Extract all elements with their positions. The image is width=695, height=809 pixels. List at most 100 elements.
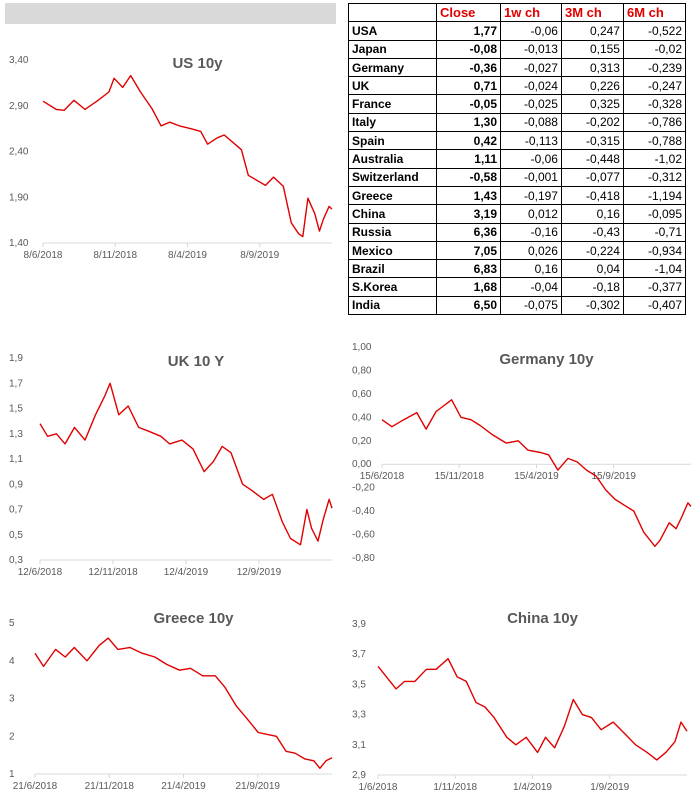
y-tick-label: 0,40 [352, 412, 372, 423]
1w-change-cell: -0,16 [500, 222, 562, 242]
close-cell: -0,05 [436, 94, 501, 114]
china-10y-chart: China 10y 2,9 3,1 3,3 3,5 3,7 3,9 1/6/2018 1/11/… [348, 607, 693, 807]
1w-change-cell: -0,04 [500, 277, 562, 297]
country-cell: Germany [348, 57, 437, 78]
country-cell: S.Korea [348, 277, 437, 297]
6m-change-cell: -0,312 [622, 167, 687, 187]
y-tick-label: 1,3 [9, 429, 23, 440]
6m-change-cell: -1,04 [622, 259, 687, 279]
close-cell: 7,05 [436, 240, 501, 261]
country-cell: Russia [348, 222, 437, 242]
3m-change-cell: 0,04 [560, 259, 624, 279]
1w-change-cell: -0,013 [500, 39, 562, 59]
6m-change-cell: -0,71 [622, 222, 687, 242]
table-row: UK 0,71 -0,024 0,226 -0,247 [348, 76, 687, 96]
y-tick-label: 2,9 [352, 770, 366, 781]
y-tick-label: 1,1 [9, 454, 23, 465]
3m-change-cell: -0,18 [560, 277, 624, 297]
y-tick-label: 3,3 [352, 710, 366, 721]
uk-10y-chart: UK 10 Y 0,3 0,5 0,7 0,9 1,1 1,3 1,5 1,7 1,9 12/6/2… [5, 348, 340, 588]
y-tick-label: -0,80 [352, 553, 375, 564]
greece-10y-chart-svg: Greece 10y 1 2 3 4 5 21/6/2018 21/11/2018 21/4/2… [9, 610, 333, 792]
y-tick-label: 2 [9, 731, 15, 742]
1w-change-cell: 0,16 [500, 259, 562, 279]
3m-change-cell: 0,313 [560, 57, 624, 78]
y-tick-label: 0,20 [352, 436, 372, 447]
y-tick-label: 3,5 [352, 679, 366, 690]
us-10y-chart: US 10y 1,40 1,90 2,40 2,90 3,40 8/6/2018 8/11/2… [5, 40, 340, 275]
x-tick-label: 21/11/2018 [85, 781, 135, 792]
3m-change-cell: -0,448 [560, 149, 624, 169]
china-10y-chart-svg: China 10y 2,9 3,1 3,3 3,5 3,7 3,9 1/6/2018 1/11/… [352, 610, 688, 793]
1w-change-cell: -0,197 [500, 185, 562, 206]
header-1w-change: 1w ch [500, 2, 562, 23]
y-tick-label: 1,9 [9, 353, 23, 364]
close-cell: 6,83 [436, 259, 501, 279]
y-tick-label: 3,40 [9, 55, 29, 66]
y-tick-label: -0,40 [352, 506, 375, 517]
country-cell: Brazil [348, 259, 437, 279]
3m-change-cell: -0,43 [560, 222, 624, 242]
close-cell: 6,50 [436, 295, 501, 316]
table-row: Japan -0,08 -0,013 0,155 -0,02 [348, 39, 687, 59]
3m-change-cell: -0,202 [560, 112, 624, 133]
x-tick-label: 8/11/2018 [93, 250, 137, 261]
3m-change-cell: -0,077 [560, 167, 624, 187]
uk-10y-chart-svg: UK 10 Y 0,3 0,5 0,7 0,9 1,1 1,3 1,5 1,7 1,9 12/6/2… [9, 353, 333, 578]
3m-change-cell: -0,315 [560, 131, 624, 151]
y-tick-label: 5 [9, 618, 15, 629]
3m-change-cell: 0,247 [560, 21, 624, 41]
china-yield-line [377, 658, 688, 761]
country-cell: Australia [348, 149, 437, 169]
us-chart-title: US 10y [172, 55, 223, 72]
6m-change-cell: -0,328 [622, 94, 687, 114]
greece-10y-chart: Greece 10y 1 2 3 4 5 21/6/2018 21/11/2018 21/4/2… [5, 607, 340, 807]
x-tick-label: 8/6/2018 [24, 250, 63, 261]
y-tick-label: 0,00 [352, 459, 372, 470]
us-yield-line [42, 74, 333, 238]
x-tick-label: 21/9/2019 [236, 781, 281, 792]
uk-yield-line [39, 382, 333, 546]
x-tick-label: 21/4/2019 [161, 781, 206, 792]
x-tick-label: 15/6/2018 [360, 471, 405, 482]
us-10y-chart-svg: US 10y 1,40 1,90 2,40 2,90 3,40 8/6/2018 8/11/2… [9, 55, 333, 261]
1w-change-cell: -0,025 [500, 94, 562, 114]
close-cell: -0,58 [436, 167, 501, 187]
table-row: Russia 6,36 -0,16 -0,43 -0,71 [348, 222, 687, 242]
table-row: Switzerland -0,58 -0,001 -0,077 -0,312 [348, 167, 687, 187]
x-tick-label: 21/6/2018 [13, 781, 58, 792]
1w-change-cell: 0,026 [500, 240, 562, 261]
header-empty [348, 2, 437, 23]
3m-change-cell: 0,325 [560, 94, 624, 114]
6m-change-cell: -0,407 [622, 295, 687, 316]
germany-10y-chart-svg: Germany 10y -0,80 -0,60 -0,40 -0,20 0,00 0,20 0… [352, 342, 692, 564]
country-cell: USA [348, 21, 437, 41]
y-tick-label: 2,90 [9, 101, 29, 112]
y-tick-label: -0,20 [352, 483, 375, 494]
header-6m-change: 6M ch [622, 2, 687, 23]
x-tick-label: 12/11/2018 [88, 567, 138, 578]
china-chart-title: China 10y [507, 610, 579, 627]
6m-change-cell: -1,02 [622, 149, 687, 169]
germany-chart-title: Germany 10y [499, 351, 594, 368]
y-tick-label: 1,40 [9, 238, 29, 249]
x-tick-label: 8/4/2019 [168, 250, 207, 261]
x-tick-label: 8/9/2019 [240, 250, 279, 261]
3m-change-cell: -0,418 [560, 185, 624, 206]
y-tick-label: 3,1 [352, 740, 366, 751]
table-row: Australia 1,11 -0,06 -0,448 -1,02 [348, 149, 687, 169]
1w-change-cell: -0,075 [500, 295, 562, 316]
close-cell: 6,36 [436, 222, 501, 242]
close-cell: 1,30 [436, 112, 501, 133]
y-tick-label: 1,7 [9, 378, 23, 389]
country-cell: Spain [348, 131, 437, 151]
y-tick-label: 0,80 [352, 365, 372, 376]
3m-change-cell: 0,226 [560, 76, 624, 96]
header-close: Close [436, 2, 501, 23]
country-cell: Italy [348, 112, 437, 133]
6m-change-cell: -0,095 [622, 204, 687, 224]
table-row: Spain 0,42 -0,113 -0,315 -0,788 [348, 131, 687, 151]
y-tick-label: 0,3 [9, 555, 23, 566]
x-tick-label: 1/6/2018 [359, 782, 398, 793]
table-row: China 3,19 0,012 0,16 -0,095 [348, 204, 687, 224]
